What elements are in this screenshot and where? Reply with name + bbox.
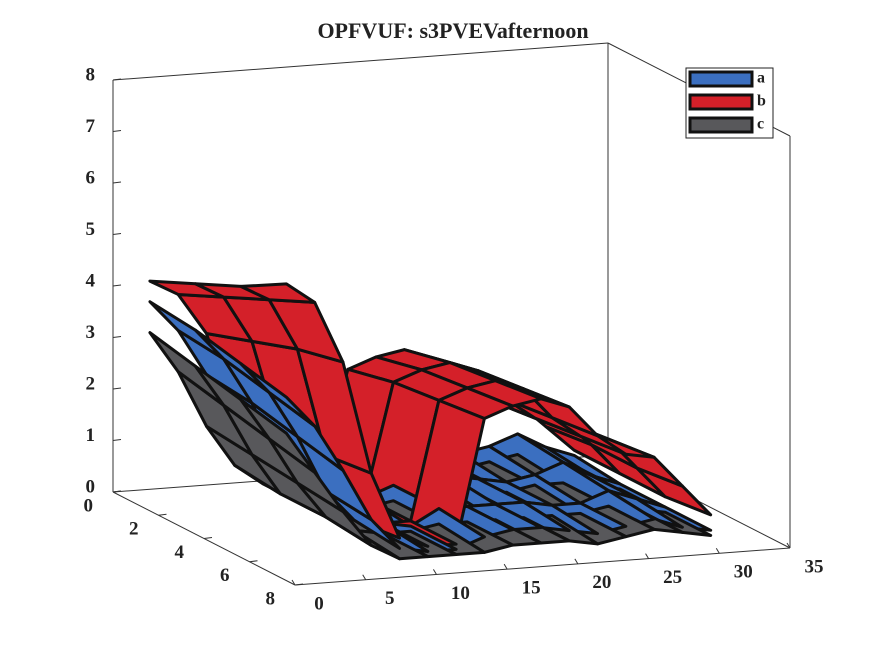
- z-tick-label: 8: [86, 64, 96, 85]
- z-tick: [112, 490, 122, 493]
- legend-label: a: [757, 70, 765, 87]
- x-tick: [715, 548, 720, 554]
- legend-label: b: [757, 93, 766, 110]
- z-tick: [112, 78, 122, 81]
- z-tick: [112, 387, 122, 390]
- x-tick-label: 30: [734, 562, 753, 583]
- x-tick: [432, 569, 437, 575]
- legend-swatch: [688, 116, 754, 134]
- y-tick-label: 2: [129, 519, 139, 540]
- x-tick-label: 0: [314, 593, 324, 614]
- z-tick: [112, 336, 122, 338]
- z-tick-label: 1: [86, 425, 96, 446]
- z-tick-label: 4: [86, 270, 96, 291]
- x-tick: [503, 563, 508, 570]
- y-tick: [249, 560, 258, 563]
- z-tick: [112, 284, 122, 287]
- x-tick: [645, 553, 650, 559]
- z-tick: [112, 439, 122, 441]
- chart-title: OPFVUF: s3PVEVafternoon: [317, 18, 588, 43]
- z-tick: [112, 181, 122, 184]
- y-tick: [203, 537, 213, 539]
- x-tick-label: 15: [522, 578, 541, 599]
- y-tick-label: 8: [266, 588, 276, 609]
- x-tick: [291, 579, 296, 586]
- x-tick-label: 20: [592, 572, 611, 593]
- z-tick: [112, 130, 122, 132]
- y-tick-label: 0: [84, 495, 94, 516]
- legend-swatch: [688, 70, 754, 88]
- z-tick: [112, 233, 122, 235]
- x-tick-label: 10: [451, 583, 470, 604]
- x-tick-label: 5: [385, 588, 395, 609]
- y-tick-label: 6: [220, 565, 230, 586]
- z-tick-label: 3: [86, 322, 96, 343]
- x-tick: [786, 542, 791, 549]
- legend: abc: [685, 67, 774, 139]
- z-tick-label: 5: [86, 219, 96, 240]
- z-tick-label: 7: [86, 116, 96, 137]
- x-tick: [362, 574, 367, 580]
- z-tick-label: 6: [86, 167, 96, 188]
- x-tick: [574, 558, 579, 565]
- y-tick-label: 4: [175, 542, 185, 563]
- x-axis: [294, 547, 791, 586]
- legend-label: c: [757, 116, 764, 133]
- surface-patch: [239, 398, 317, 474]
- surface-patch: [239, 282, 317, 304]
- x-tick-label: 25: [663, 567, 682, 588]
- surfaces: [148, 279, 713, 561]
- x-tick-label: 35: [805, 556, 824, 577]
- legend-swatch: [688, 93, 754, 111]
- z-tick-label: 0: [86, 476, 96, 497]
- surface-patch: [239, 362, 317, 428]
- ticks: 0 5 10 15 20 25 30 35 0 2 4 6 8 0 1 2 3 4 5 6 7 8: [84, 64, 824, 614]
- box-edge: [112, 42, 609, 81]
- y-tick: [158, 513, 167, 516]
- y-tick: [294, 583, 304, 586]
- z-tick-label: 2: [86, 373, 96, 394]
